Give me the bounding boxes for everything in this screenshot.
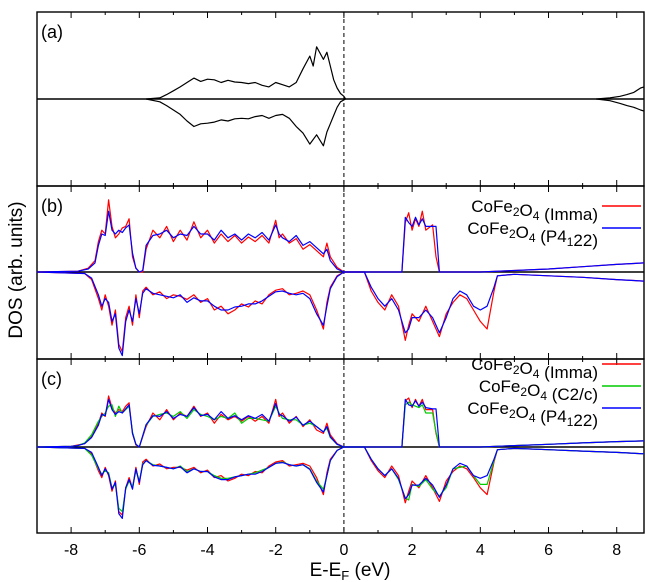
x-tick-label: 6: [544, 542, 553, 559]
series-line-3: [596, 86, 645, 100]
panel-label: (c): [41, 369, 62, 389]
series-line-1: [36, 199, 645, 273]
panel-3: (c) CoFe2O4 (Imma)CoFe2O4 (C2/c)CoFe2O4 (…: [36, 355, 645, 534]
series-line-4: [596, 98, 645, 112]
x-axis-label-sub: F: [341, 568, 349, 582]
legend-label: CoFe2O4 (Imma): [471, 355, 598, 382]
panel-label: (a): [41, 22, 63, 42]
x-tick-label: -2: [269, 542, 283, 559]
series-line-5: [36, 398, 645, 448]
legend-label: CoFe2O4 (Imma): [471, 197, 598, 224]
panel-1: (a): [36, 11, 645, 187]
x-tick-label: 2: [408, 542, 417, 559]
x-tick-label: 0: [339, 542, 348, 559]
panel-2: (b) CoFe2O4 (Imma)CoFe2O4 (P4122): [36, 185, 645, 360]
series-line-6: [36, 446, 645, 519]
x-axis-label-main: E-E: [310, 560, 342, 581]
series-line-3: [36, 210, 645, 273]
legend-label: CoFe2O4 (P4122): [467, 399, 598, 430]
legend-label: CoFe2O4 (P4122): [467, 219, 598, 250]
x-axis-label: E-EF (eV): [310, 560, 391, 582]
x-axis-label-unit: (eV): [349, 560, 390, 581]
x-tick-label: 4: [476, 542, 485, 559]
series-line-2: [145, 98, 346, 147]
y-axis-label: DOS (arb. units): [6, 201, 27, 338]
series-line-1: [146, 46, 347, 100]
panel-label: (b): [41, 196, 63, 216]
panel-frame: [36, 358, 645, 534]
legend-label: CoFe2O4 (C2/c): [479, 377, 598, 404]
series-line-4: [36, 271, 645, 357]
series-line-3: [36, 401, 645, 448]
x-tick-label: -4: [200, 542, 214, 559]
x-tick-label: -8: [64, 542, 78, 559]
x-tick-label: -6: [132, 542, 146, 559]
x-tick-label: 8: [612, 542, 621, 559]
x-tick-labels: -8 -6 -4 -2 0 2 4 6 8: [64, 542, 621, 559]
panels: (a)(b) CoFe2O4 (Imma)CoFe2O4 (P4122)(c)Co…: [36, 11, 645, 534]
